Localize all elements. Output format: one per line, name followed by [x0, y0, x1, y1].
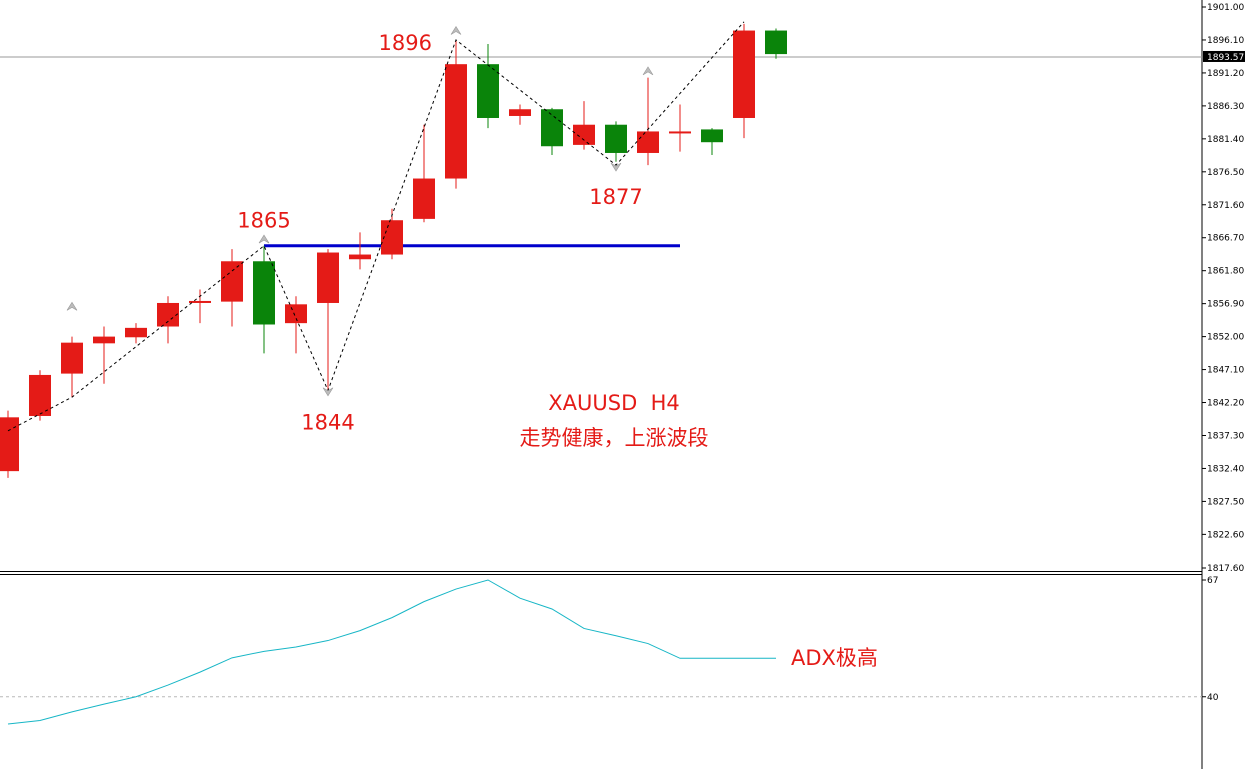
symbol-timeframe-label: XAUUSD H4 [548, 391, 680, 415]
current-price-label: 1893.57 [1207, 53, 1244, 63]
candle-body [61, 342, 83, 374]
price-tick-label: 1827.50 [1207, 497, 1244, 507]
candle [701, 128, 723, 155]
price-label: 1896 [379, 31, 432, 55]
candle [413, 124, 435, 223]
price-tick-label: 1856.90 [1207, 300, 1244, 310]
candle-body [189, 300, 211, 303]
candle-body [381, 220, 403, 255]
candle [381, 208, 403, 260]
candle-body [125, 327, 147, 338]
candle [541, 107, 563, 155]
candle [61, 336, 83, 398]
indicator-panel: 67 40 [0, 576, 1219, 725]
candle-body [765, 30, 787, 55]
price-tick-label: 1876.50 [1207, 168, 1244, 178]
candle [509, 104, 531, 125]
candle [285, 296, 307, 354]
fractal-up-marker [642, 66, 654, 76]
candle-body [221, 261, 243, 302]
candle [0, 410, 19, 478]
candle-body [637, 131, 659, 153]
main-chart-panel [0, 0, 1203, 769]
price-tick-label: 1871.60 [1207, 201, 1244, 211]
candle-body [701, 129, 723, 143]
price-label: 1877 [589, 185, 642, 209]
candle-body [573, 124, 595, 145]
price-tick-label: 1832.40 [1207, 464, 1244, 474]
price-label: 1844 [301, 410, 354, 434]
price-tick-label: 1896.10 [1207, 36, 1244, 46]
price-tick-label: 1891.20 [1207, 69, 1244, 79]
candle-body [93, 336, 115, 344]
candle-body [253, 261, 275, 325]
price-tick-label: 1901.00 [1207, 3, 1244, 13]
candle-body [29, 374, 51, 416]
price-axis: 1901.00 1896.10 1891.20 1886.30 1881.40 1876.… [1202, 3, 1245, 574]
candle [765, 28, 787, 59]
candle [637, 77, 659, 166]
candle-body [413, 178, 435, 219]
candle [189, 289, 211, 324]
candle [445, 39, 467, 189]
adx-tick-label: 67 [1207, 576, 1218, 586]
price-tick-label: 1847.10 [1207, 366, 1244, 376]
candle-body [0, 417, 19, 472]
current-price-box [1203, 50, 1245, 62]
candle-body [669, 131, 691, 134]
candle-body [605, 124, 627, 153]
price-tick-label: 1822.60 [1207, 530, 1244, 540]
candle [253, 245, 275, 354]
candle [477, 43, 499, 129]
candle [29, 370, 51, 421]
price-tick-label: 1852.00 [1207, 333, 1244, 343]
fractal-down-marker [610, 162, 622, 172]
price-tick-label: 1886.30 [1207, 102, 1244, 112]
candle [93, 326, 115, 384]
candle [157, 296, 179, 344]
fractal-up-marker [66, 301, 78, 311]
price-label: 1865 [237, 209, 290, 233]
annotations: XAUUSD H4 走势健康，上涨波段 ADX极高 1865 1844 1896 18… [237, 31, 878, 670]
candle-body [157, 302, 179, 327]
price-tick-label: 1881.40 [1207, 135, 1244, 145]
candle-body [349, 254, 371, 260]
candle [317, 249, 339, 391]
candle [125, 323, 147, 344]
price-tick-label: 1817.60 [1207, 564, 1244, 574]
adx-tick-label: 40 [1207, 693, 1219, 703]
candle [669, 104, 691, 152]
candle [733, 23, 755, 139]
price-tick-label: 1837.30 [1207, 431, 1244, 441]
price-tick-label: 1866.70 [1207, 234, 1244, 244]
candle-body [733, 30, 755, 118]
candle [221, 249, 243, 327]
candle-body [541, 109, 563, 147]
price-tick-label: 1842.20 [1207, 399, 1244, 409]
fractal-down-marker [322, 387, 334, 397]
zigzag [7, 21, 745, 432]
fractal-up-marker [258, 234, 270, 244]
candle-body [477, 64, 499, 118]
candle [349, 232, 371, 270]
zigzag-line [7, 21, 745, 432]
candle-body [445, 64, 467, 179]
adx-annotation-label: ADX极高 [791, 646, 878, 670]
adx-line [7, 579, 776, 725]
candle-body [317, 252, 339, 303]
fractal-up-marker [450, 25, 462, 35]
candles [0, 23, 787, 478]
candle-body [509, 109, 531, 116]
candle-body [285, 304, 307, 324]
trend-note-label: 走势健康，上涨波段 [520, 426, 709, 450]
candle [573, 101, 595, 150]
candle [605, 121, 627, 162]
price-tick-label: 1861.80 [1207, 267, 1244, 277]
